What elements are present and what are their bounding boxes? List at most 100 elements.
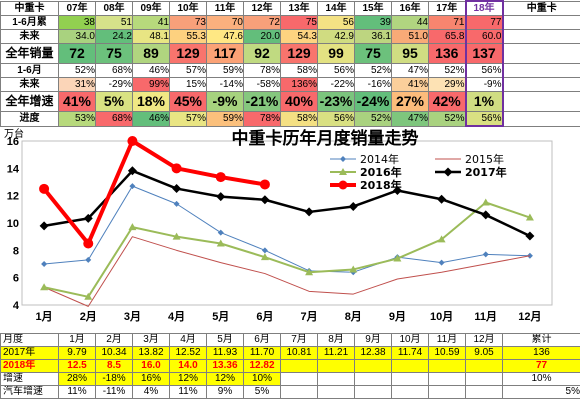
stat-cell: 137 [464, 43, 504, 64]
empty-cell [502, 111, 580, 127]
month-cell: 12.52 [169, 346, 207, 360]
row-label: 未来 [0, 77, 59, 92]
month-cell [317, 372, 355, 386]
stat-cell: 117 [206, 43, 244, 64]
row-label: 1-6月 [0, 63, 59, 78]
data-point [481, 198, 490, 206]
stat-cell: 75 [280, 15, 318, 30]
empty-cell [502, 77, 580, 92]
month-cell: 11.70 [243, 346, 281, 360]
stat-cell: 99% [132, 77, 170, 92]
x-tick-label: 7月 [301, 310, 318, 323]
x-tick-label: 2月 [80, 310, 97, 323]
stat-cell: 48.1 [132, 29, 170, 44]
row-label: 全年销量 [0, 43, 59, 64]
row-label: 进度 [0, 111, 59, 127]
stat-cell: 77 [464, 15, 504, 30]
month-header: 8月 [317, 333, 355, 347]
stat-cell: 75 [354, 43, 392, 64]
stat-row: 进度 53% 68% 46% 57% 59% 78% 58% 56% 52% 47% 52% 56% [0, 111, 580, 127]
stat-cell: 15% [169, 77, 207, 92]
stat-cell: 44 [391, 15, 429, 30]
year-header: 08年 [95, 0, 133, 16]
month-cell [317, 385, 355, 399]
stat-cell: 56% [317, 111, 355, 127]
empty-cell [502, 15, 580, 30]
stat-cell: 68% [95, 63, 133, 78]
stat-cell: 52% [354, 63, 392, 78]
empty-cell [502, 91, 580, 112]
data-point [127, 166, 137, 176]
month-cell [354, 359, 392, 373]
month-cell: 9.05 [465, 346, 503, 360]
y-tick-label: 8 [13, 245, 19, 257]
month-cell: 11% [58, 385, 96, 399]
month-cell [280, 385, 318, 399]
stat-cell: -14% [206, 77, 244, 92]
year-header: 18年 [464, 0, 504, 16]
month-header: 1月 [58, 333, 96, 347]
stat-cell: 73 [169, 15, 207, 30]
stat-cell: 56 [317, 15, 355, 30]
stat-cell: 78% [243, 63, 281, 78]
legend-marker [338, 180, 348, 190]
stat-cell: 89 [132, 43, 170, 64]
stat-cell: 70 [206, 15, 244, 30]
x-tick-label: 11月 [474, 310, 497, 323]
stat-cell: 52% [428, 63, 466, 78]
month-cell: -18% [95, 372, 133, 386]
month-header: 12月 [465, 333, 503, 347]
data-point [216, 239, 225, 247]
legend-label: 2016年 [360, 165, 402, 179]
empty-cell [502, 63, 580, 78]
stat-cell: 51 [95, 15, 133, 30]
month-cell: 11.21 [317, 346, 355, 360]
x-tick-label: 12月 [518, 310, 541, 323]
data-point [305, 268, 314, 276]
stat-cell: 20.0 [243, 29, 281, 44]
stat-row: 1-6月 52% 68% 46% 57% 59% 78% 58% 56% 52% 47% 52% 56% [0, 63, 580, 78]
stat-cell: 27% [391, 91, 429, 112]
stat-cell: -23% [317, 91, 355, 112]
month-cell: 13.82 [132, 346, 170, 360]
month-row: 2018年 12.5 8.5 16.0 14.0 13.36 12.82 77 [0, 359, 580, 373]
data-point [259, 179, 270, 190]
month-header: 月度 [0, 333, 59, 347]
annual-sales-table: 中重卡 07年 08年 09年 10年 11年 12年 13年 14年 15年 16年 17年 18年中… [0, 0, 580, 127]
stat-cell: 46% [132, 111, 170, 127]
stat-cell: 42.9 [317, 29, 355, 44]
month-row: 增速 28% -18% 16% 12% 12% 10% 10% [0, 372, 580, 386]
year-header: 09年 [132, 0, 170, 16]
series-line-2 [43, 201, 531, 298]
month-cell [428, 359, 466, 373]
stat-row: 全年销量 72 75 89 129 117 92 129 99 75 95 136 137 [0, 43, 580, 64]
stat-cell: 59% [206, 63, 244, 78]
year-header: 15年 [354, 0, 392, 16]
x-tick-label: 1月 [36, 310, 53, 323]
stat-cell: -58% [243, 77, 281, 92]
stat-cell: 51.0 [391, 29, 429, 44]
stat-cell: 65.8 [428, 29, 466, 44]
month-cell: 9% [206, 385, 244, 399]
stat-cell: 54.3 [280, 29, 318, 44]
year-header: 07年 [58, 0, 96, 16]
stat-cell: 136 [428, 43, 466, 64]
legend-label: 2014年 [360, 152, 399, 166]
monthly-sales-table: 月度 1月 2月 3月 4月 5月 6月 7月 8月 9月 10月 11月 12月 累计 2017年 9.79… [0, 333, 580, 399]
stat-cell: 41 [132, 15, 170, 30]
month-header: 6月 [243, 333, 281, 347]
stat-cell: 92 [243, 43, 281, 64]
empty-cell [502, 29, 580, 44]
stat-cell: 47.6 [206, 29, 244, 44]
stat-cell: 5% [95, 91, 133, 112]
y-tick-label: 16 [7, 136, 19, 148]
stat-cell: 59% [206, 111, 244, 127]
year-header: 17年 [428, 0, 466, 16]
month-cell [317, 359, 355, 373]
stat-row: 未来 34.0 24.2 48.1 55.3 47.6 20.0 54.3 42.9 36.1 51… [0, 29, 580, 44]
data-point [216, 192, 226, 202]
data-point [173, 200, 180, 207]
stat-cell: 47% [391, 63, 429, 78]
month-cell: 9.79 [58, 346, 96, 360]
data-point [127, 136, 138, 146]
